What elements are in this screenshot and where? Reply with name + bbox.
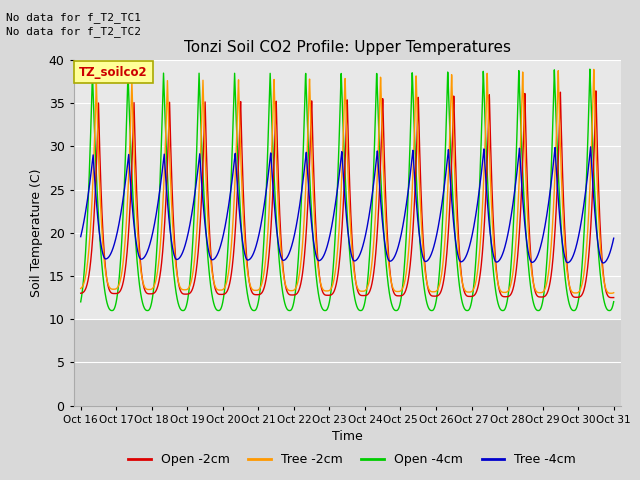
Y-axis label: Soil Temperature (C): Soil Temperature (C) (30, 168, 43, 297)
Title: Tonzi Soil CO2 Profile: Upper Temperatures: Tonzi Soil CO2 Profile: Upper Temperatur… (184, 40, 511, 55)
Bar (74, 319, 621, 406)
Legend: Open -2cm, Tree -2cm, Open -4cm, Tree -4cm: Open -2cm, Tree -2cm, Open -4cm, Tree -4… (124, 448, 580, 471)
Text: No data for f_T2_TC2: No data for f_T2_TC2 (6, 26, 141, 37)
X-axis label: Time: Time (332, 430, 363, 443)
Text: TZ_soilco2: TZ_soilco2 (79, 66, 148, 79)
Text: No data for f_T2_TC1: No data for f_T2_TC1 (6, 12, 141, 23)
